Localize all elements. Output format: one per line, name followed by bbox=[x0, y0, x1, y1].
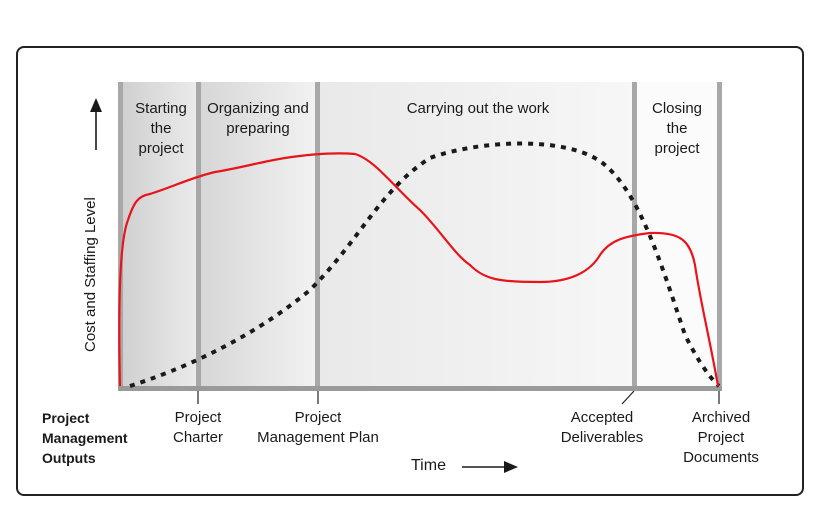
output-tick-deliverables bbox=[621, 390, 635, 405]
output-label-plan: Project Management Plan bbox=[257, 409, 379, 446]
phase-bg-starting bbox=[120, 82, 198, 388]
output-label-charter: Project Charter bbox=[172, 409, 224, 446]
x-axis bbox=[118, 386, 722, 391]
effort-curve bbox=[118, 152, 720, 387]
phase-divider-5 bbox=[717, 82, 722, 390]
output-label-documents: Archived Project Documents bbox=[683, 409, 759, 466]
time-arrow-head bbox=[504, 461, 518, 473]
y-axis-arrow-head bbox=[90, 98, 102, 112]
diagram-frame bbox=[16, 46, 804, 496]
y-axis-label: Cost and Staffing Level bbox=[82, 197, 99, 352]
phase-divider-2 bbox=[196, 82, 201, 390]
phase-label-carrying-out: Carrying out the work bbox=[406, 100, 550, 117]
phase-label-starting: Starting the project bbox=[135, 100, 187, 157]
phase-bg-organizing bbox=[198, 82, 318, 388]
phase-divider-1 bbox=[118, 82, 123, 390]
phase-label-closing: Closing the project bbox=[651, 100, 703, 157]
dotted-curve bbox=[129, 141, 721, 388]
x-axis-label: Time bbox=[411, 457, 446, 474]
outputs-title: Project Management Outputs bbox=[42, 410, 128, 466]
phase-label-organizing: Organizing and preparing bbox=[207, 100, 309, 137]
phase-bg-closing bbox=[635, 82, 720, 388]
phase-divider-3 bbox=[315, 82, 320, 390]
output-label-deliverables: Accepted Deliverables bbox=[560, 409, 644, 446]
phase-bg-carrying-out bbox=[318, 82, 635, 388]
